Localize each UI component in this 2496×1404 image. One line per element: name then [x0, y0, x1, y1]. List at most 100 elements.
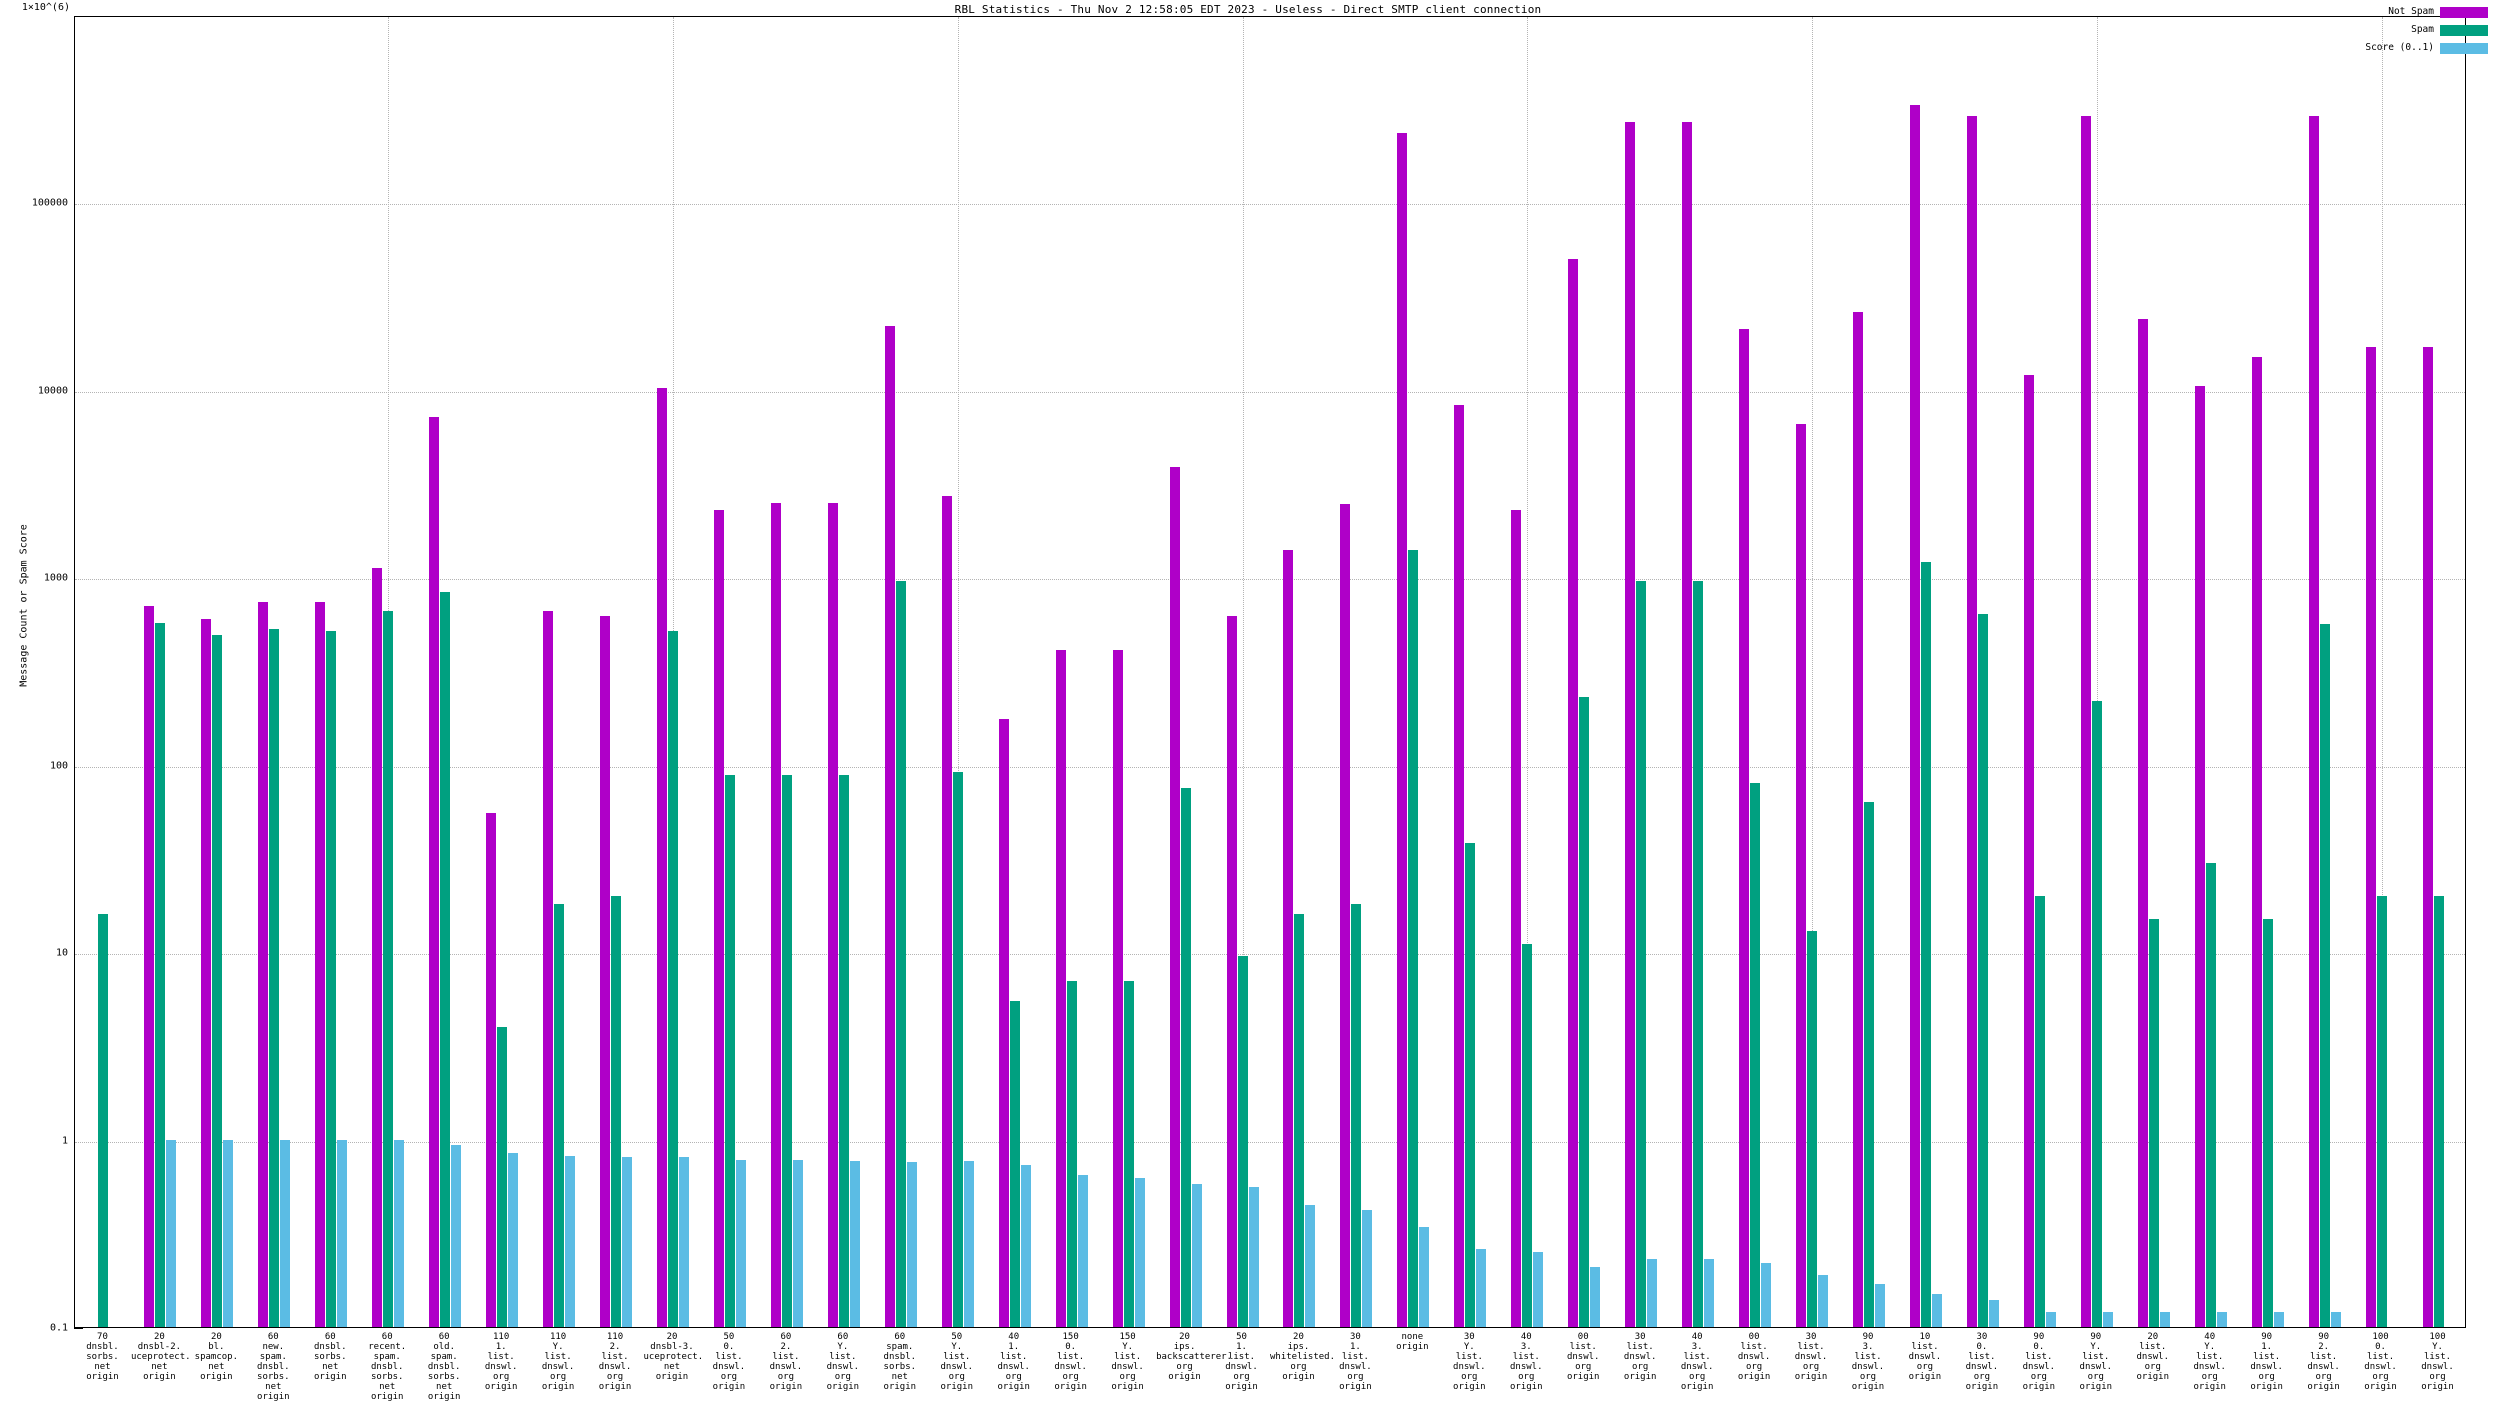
bar-not-spam: [372, 568, 383, 1327]
bar-score: [963, 1160, 974, 1327]
bar-score: [280, 1139, 291, 1327]
bar-spam: [1465, 843, 1476, 1327]
bar-score: [2102, 1312, 2113, 1327]
x-tick-label: 100 0. list. dnswl. org origin: [2364, 1332, 2397, 1392]
chart-title: RBL Statistics - Thu Nov 2 12:58:05 EDT …: [954, 3, 1542, 16]
bar-not-spam: [713, 509, 724, 1327]
x-tick-label: 70 dnsbl. sorbs. net origin: [86, 1332, 119, 1382]
bar-not-spam: [201, 618, 212, 1327]
x-tick-label: 30 Y. list. dnswl. org origin: [1453, 1332, 1486, 1392]
bar-score: [1988, 1299, 1999, 1327]
x-tick-label: 60 recent. spam. dnsbl. sorbs. net origi…: [368, 1332, 407, 1402]
x-tick-label: 50 Y. list. dnswl. org origin: [940, 1332, 973, 1392]
bar-not-spam: [2023, 375, 2034, 1327]
bar-score: [1476, 1249, 1487, 1327]
bar-not-spam: [486, 813, 497, 1327]
bar-not-spam: [1625, 121, 1636, 1327]
bar-not-spam: [1796, 423, 1807, 1327]
y-tick-label: 1: [61, 1135, 68, 1147]
x-tick-label: 150 Y. list. dnswl. org origin: [1111, 1332, 1144, 1392]
bar-spam: [781, 775, 792, 1327]
bar-spam: [895, 581, 906, 1327]
bar-score: [792, 1159, 803, 1327]
x-tick-label: 110 1. list. dnswl. org origin: [484, 1332, 518, 1392]
bar-spam: [2376, 895, 2387, 1327]
bar-score: [906, 1161, 917, 1327]
legend-swatch: [2440, 24, 2488, 36]
vertical-grid-line: [1812, 17, 1814, 1327]
bar-not-spam: [2137, 318, 2148, 1327]
x-tick-label: 00 list. dnswl. org origin: [1737, 1332, 1771, 1382]
x-tick-label: 40 1. list. dnswl. org origin: [997, 1332, 1030, 1392]
bar-not-spam: [1169, 466, 1180, 1327]
grid-line: [75, 1141, 2465, 1143]
bar-not-spam: [941, 496, 952, 1327]
bar-score: [1248, 1186, 1259, 1327]
x-tick-label: 30 0. list. dnswl. org origin: [1965, 1332, 1999, 1392]
x-tick-label: 40 Y. list. dnswl. org origin: [2193, 1332, 2226, 1392]
x-tick-label: 10 list. dnswl. org origin: [1908, 1332, 1942, 1382]
x-tick-label: 20 list. dnswl. org origin: [2136, 1332, 2169, 1382]
bar-not-spam: [258, 601, 269, 1327]
y-tick-mark: [74, 1328, 83, 1329]
bar-spam: [497, 1026, 508, 1327]
grid-line: [75, 579, 2465, 581]
bar-not-spam: [543, 611, 554, 1327]
x-axis-labels: 70 dnsbl. sorbs. net origin 20 dnsbl-2. u…: [74, 1332, 2466, 1404]
x-tick-label: 50 1. list. dnswl. org origin: [1225, 1332, 1258, 1392]
grid-line: [75, 204, 2465, 206]
bar-not-spam: [2080, 115, 2091, 1327]
bar-not-spam: [2308, 115, 2319, 1327]
bar-not-spam: [1682, 121, 1693, 1327]
bar-spam: [2205, 862, 2216, 1327]
grid-line: [75, 766, 2465, 768]
bar-score: [1704, 1259, 1715, 1327]
bar-score: [1818, 1274, 1829, 1327]
bar-spam: [1066, 981, 1077, 1327]
bar-spam: [1864, 802, 1874, 1327]
bar-spam: [2034, 895, 2045, 1327]
x-tick-label: 90 Y. list. dnswl. org origin: [2079, 1332, 2113, 1392]
y-axis-label: Message Count or Spam Score: [18, 524, 30, 687]
x-tick-label: 30 1. list. dnswl. org origin: [1339, 1332, 1372, 1392]
bar-not-spam: [827, 503, 838, 1327]
x-tick-label: 50 0. list. dnswl. org origin: [712, 1332, 746, 1392]
bar-spam: [1180, 788, 1191, 1327]
bar-spam: [1636, 581, 1647, 1327]
y-tick-label: 0.1: [49, 1322, 68, 1334]
vertical-grid-line: [1527, 17, 1529, 1327]
bar-not-spam: [1340, 504, 1351, 1327]
x-tick-label: 110 Y. list. dnswl. org origin: [541, 1332, 575, 1392]
bar-score: [394, 1139, 405, 1327]
x-tick-label: 90 3. list. dnswl. org origin: [1851, 1332, 1885, 1392]
bar-score: [1134, 1178, 1145, 1327]
bar-spam: [952, 771, 963, 1327]
bar-not-spam: [315, 601, 326, 1327]
bar-score: [1020, 1165, 1031, 1327]
x-tick-label: 90 1. list. dnswl. org origin: [2250, 1332, 2283, 1392]
bar-not-spam: [1909, 105, 1920, 1327]
bar-spam: [611, 895, 622, 1327]
bar-score: [1761, 1262, 1772, 1327]
bar-score: [166, 1139, 177, 1327]
bar-spam: [838, 775, 849, 1327]
bar-score: [337, 1139, 348, 1327]
bar-spam: [440, 592, 451, 1327]
vertical-grid-line: [2381, 17, 2383, 1327]
bar-not-spam: [1112, 649, 1123, 1327]
bar-score: [1931, 1294, 1942, 1327]
bar-spam: [2148, 919, 2159, 1327]
bar-not-spam: [1511, 509, 1522, 1327]
legend-item: Not Spam: [2365, 4, 2488, 20]
bar-not-spam: [1055, 649, 1066, 1327]
bar-not-spam: [884, 325, 895, 1327]
x-tick-label: 20 bl. spamcop. net origin: [194, 1332, 239, 1382]
bar-spam: [1123, 981, 1134, 1327]
y-tick-label: 100: [49, 760, 68, 772]
x-tick-label: 20 ips. backscatterer. org origin: [1156, 1332, 1232, 1382]
bar-score: [2045, 1312, 2056, 1327]
bar-score: [2330, 1312, 2341, 1327]
bar-spam: [1920, 562, 1931, 1327]
bar-spam: [1408, 549, 1419, 1327]
